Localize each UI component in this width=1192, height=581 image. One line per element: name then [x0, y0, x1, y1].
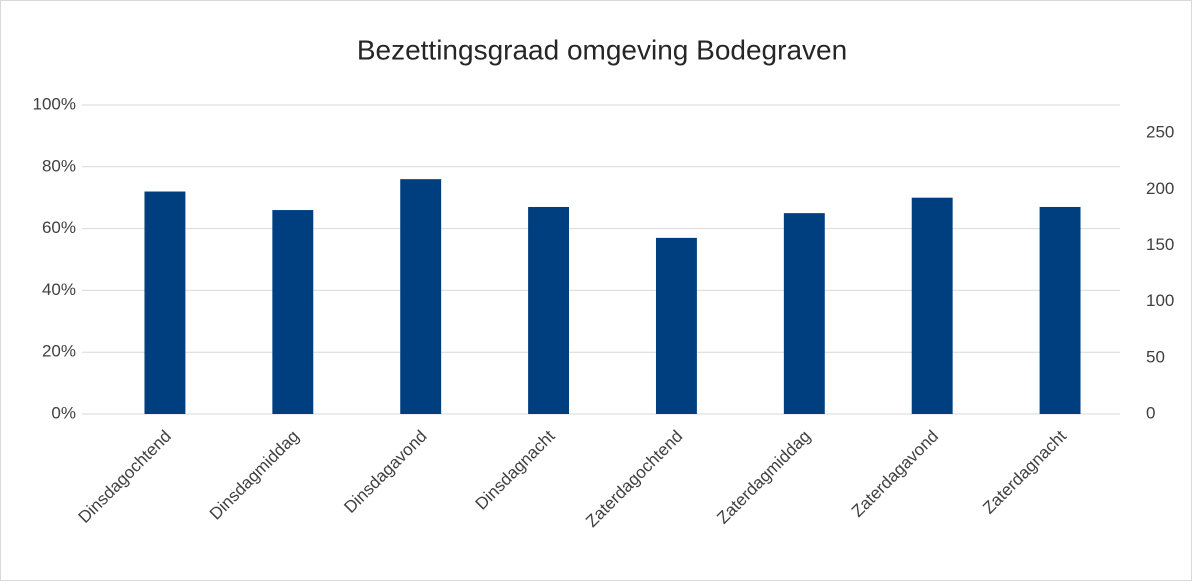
y2-tick-label: 100: [1146, 291, 1174, 310]
bar: [911, 197, 953, 414]
chart-title: Bezettingsgraad omgeving Bodegraven: [357, 34, 847, 65]
y2-tick-label: 50: [1146, 347, 1165, 366]
bar: [144, 191, 186, 414]
y-tick-label: 40%: [42, 280, 76, 299]
y2-tick-label: 200: [1146, 179, 1174, 198]
y-tick-label: 100%: [33, 94, 76, 113]
y-tick-label: 20%: [42, 342, 76, 361]
bar: [272, 210, 314, 414]
bar: [1039, 206, 1081, 414]
y2-tick-label: 0: [1146, 403, 1155, 422]
y2-tick-label: 150: [1146, 235, 1174, 254]
y-tick-label: 0%: [51, 403, 76, 422]
bar: [400, 179, 442, 414]
bar: [528, 206, 570, 414]
y-tick-label: 80%: [42, 156, 76, 175]
y-tick-label: 60%: [42, 218, 76, 237]
bar: [655, 237, 697, 414]
y2-tick-label: 250: [1146, 123, 1174, 142]
bar: [783, 213, 825, 414]
